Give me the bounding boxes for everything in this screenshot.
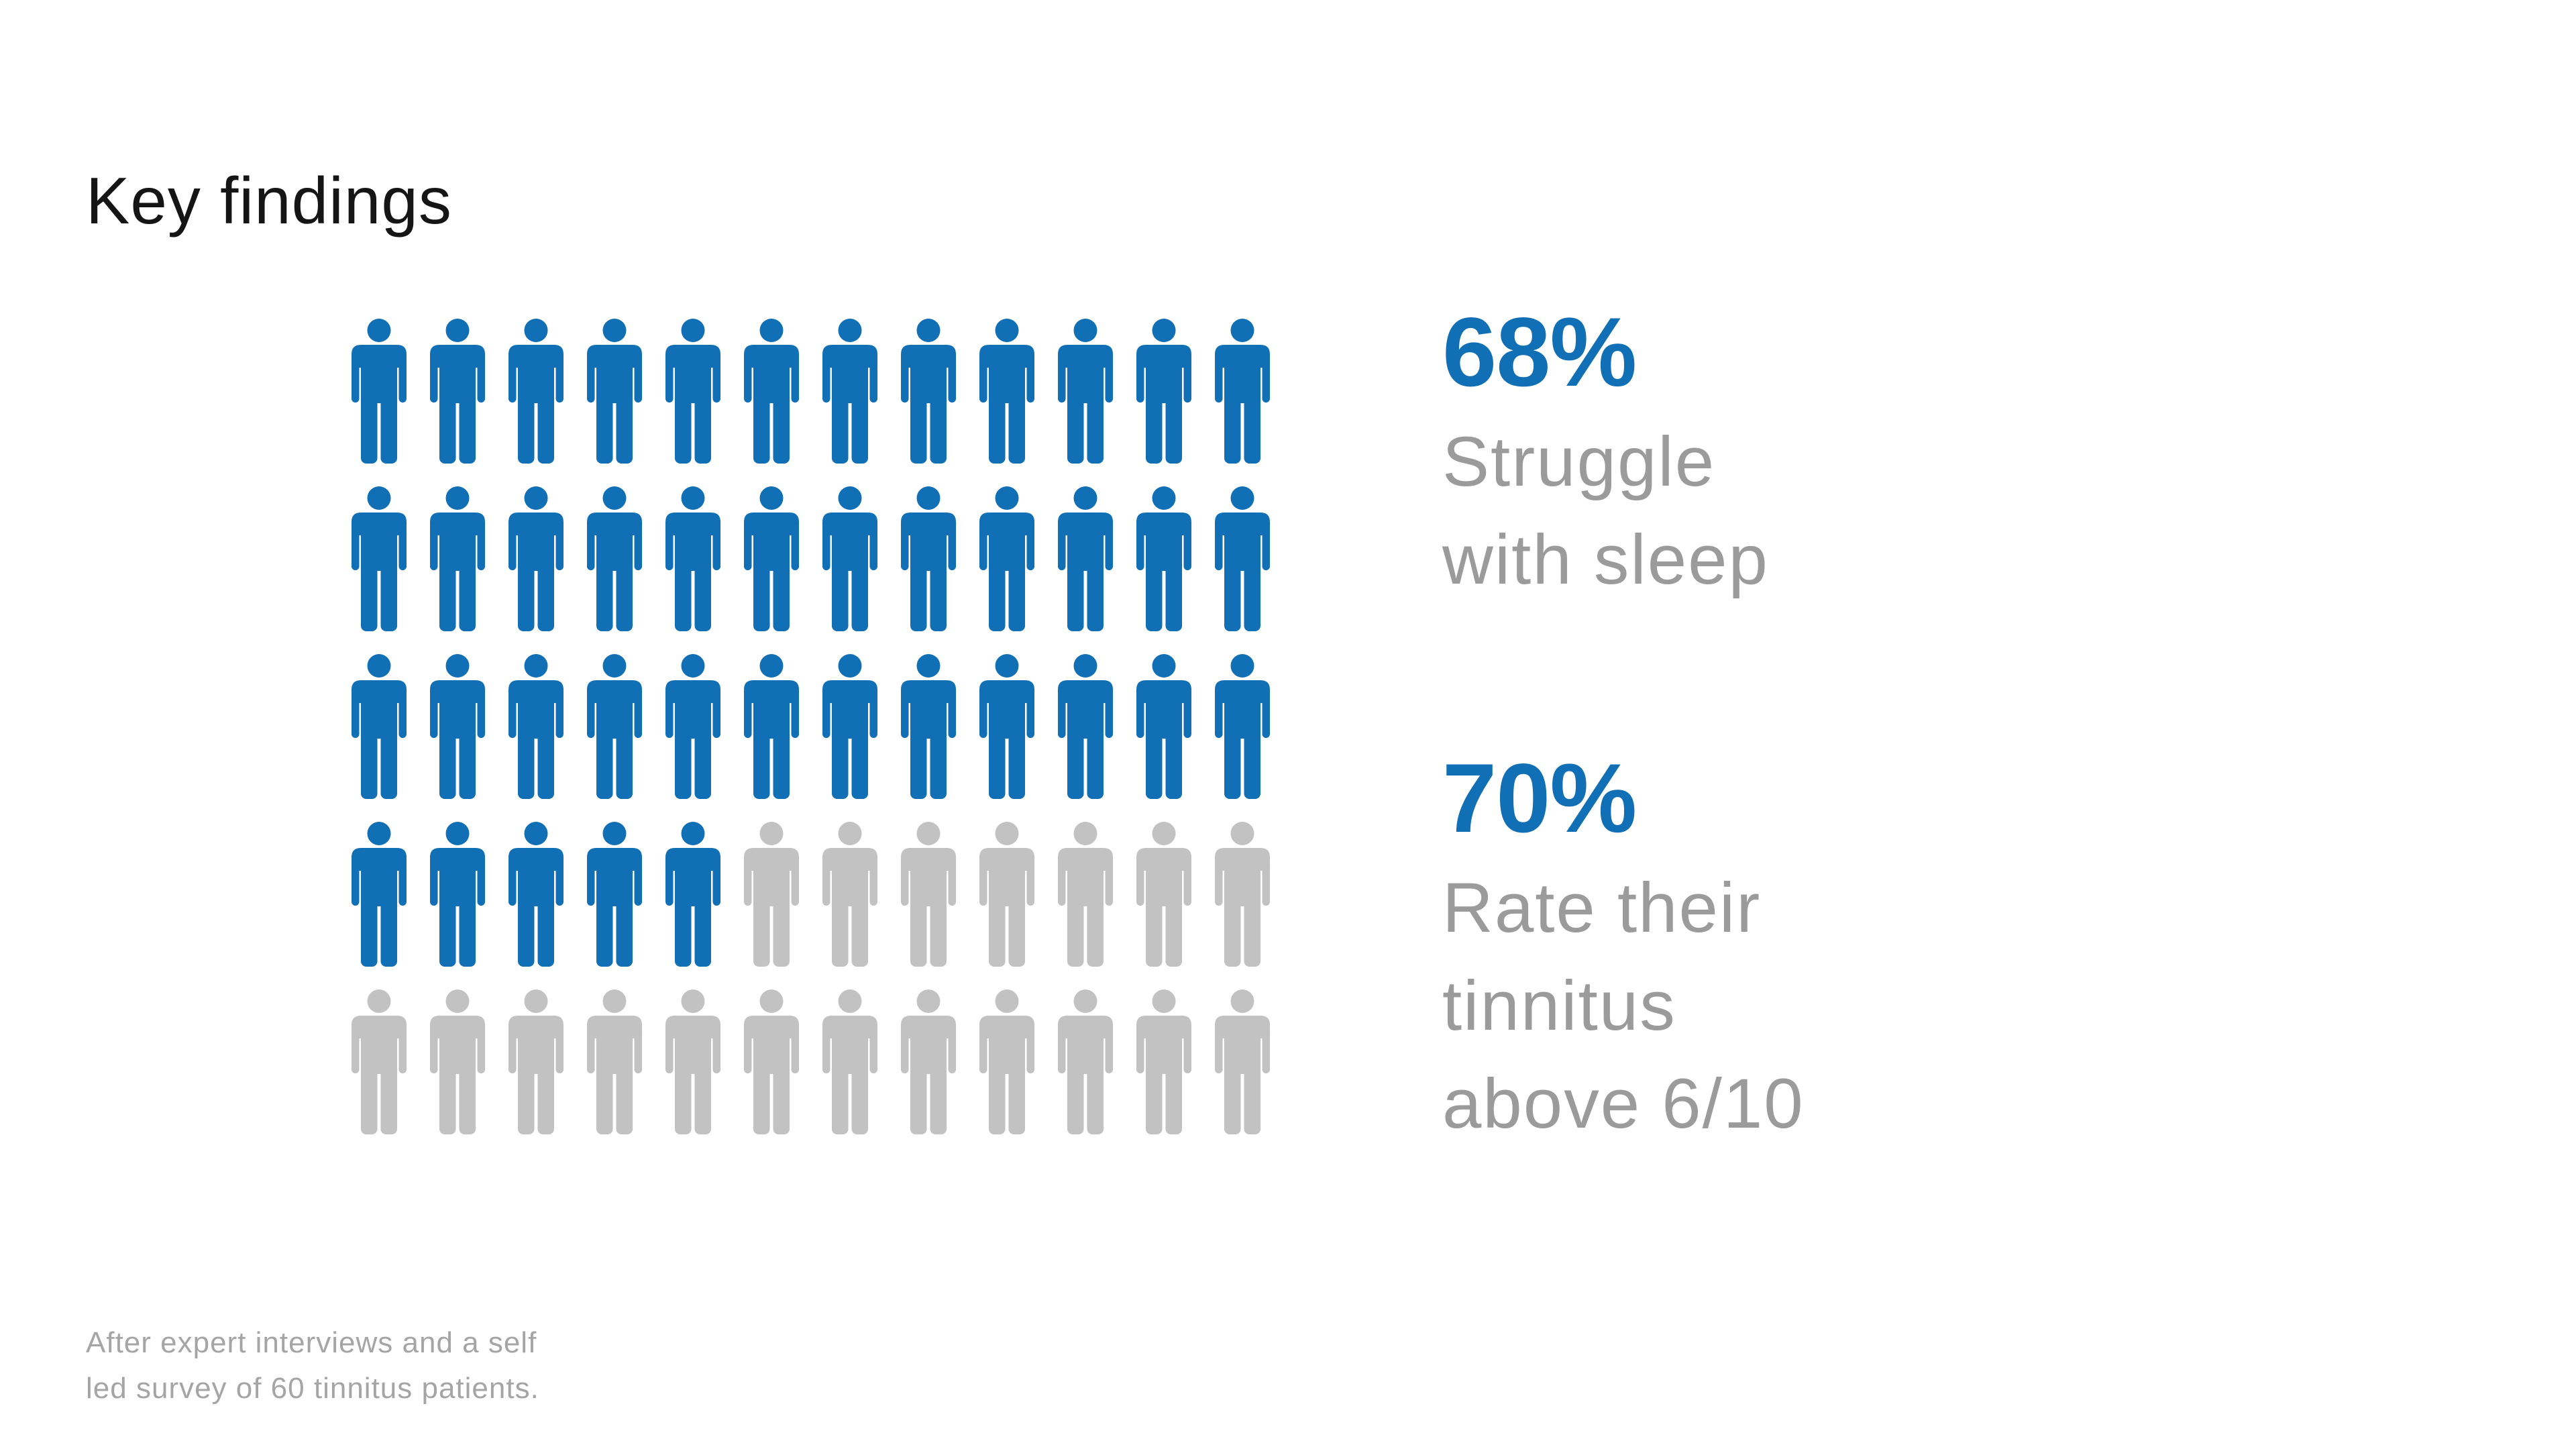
person-icon — [506, 822, 566, 967]
person-icon — [741, 822, 802, 967]
stat-label-line: with sleep — [1442, 521, 1769, 599]
person-icon — [1212, 486, 1273, 631]
stats-column: 68% Struggle with sleep 70% Rate their t… — [1442, 291, 2449, 1153]
person-icon — [1055, 989, 1116, 1134]
person-icon — [977, 319, 1037, 464]
person-icon — [1134, 319, 1194, 464]
person-icon — [1055, 822, 1116, 967]
person-icon — [663, 486, 723, 631]
person-icon — [820, 654, 880, 799]
person-icon — [349, 822, 409, 967]
person-icon — [898, 486, 959, 631]
person-icon — [1055, 319, 1116, 464]
pictogram-grid — [349, 319, 1273, 1134]
person-icon — [741, 989, 802, 1134]
person-icon — [1134, 486, 1194, 631]
stat-label-sleep: Struggle with sleep — [1442, 413, 2449, 609]
person-icon — [1212, 989, 1273, 1134]
person-icon — [663, 319, 723, 464]
person-icon — [349, 319, 409, 464]
person-icon — [1134, 989, 1194, 1134]
person-icon — [1055, 654, 1116, 799]
stat-label-line: above 6/10 — [1442, 1065, 1805, 1143]
source-footnote: After expert interviews and a self led s… — [86, 1320, 539, 1411]
person-icon — [584, 822, 645, 967]
person-icon — [506, 319, 566, 464]
person-icon — [898, 989, 959, 1134]
person-icon — [506, 654, 566, 799]
person-icon — [1055, 486, 1116, 631]
person-icon — [506, 486, 566, 631]
person-icon — [898, 319, 959, 464]
person-icon — [977, 486, 1037, 631]
footnote-line: led survey of 60 tinnitus patients. — [86, 1372, 539, 1405]
person-icon — [349, 989, 409, 1134]
person-icon — [741, 319, 802, 464]
person-icon — [427, 654, 488, 799]
person-icon — [977, 654, 1037, 799]
person-icon — [1212, 319, 1273, 464]
person-icon — [1134, 654, 1194, 799]
person-icon — [820, 989, 880, 1134]
stat-block-tinnitus-rating: 70% Rate their tinnitus above 6/10 — [1442, 737, 2449, 1153]
person-icon — [349, 486, 409, 631]
person-icon — [898, 654, 959, 799]
stat-block-sleep: 68% Struggle with sleep — [1442, 291, 2449, 609]
stat-value-tinnitus-rating: 70% — [1442, 743, 1637, 853]
page-title: Key findings — [86, 163, 452, 237]
footnote-line: After expert interviews and a self — [86, 1326, 537, 1359]
person-icon — [1212, 822, 1273, 967]
person-icon — [820, 822, 880, 967]
person-icon — [584, 989, 645, 1134]
person-icon — [349, 654, 409, 799]
person-icon — [663, 822, 723, 967]
person-icon — [741, 654, 802, 799]
person-icon — [663, 989, 723, 1134]
person-icon — [820, 486, 880, 631]
person-icon — [741, 486, 802, 631]
person-icon — [898, 822, 959, 967]
stat-label-line: tinnitus — [1442, 967, 1676, 1045]
person-icon — [663, 654, 723, 799]
person-icon — [584, 654, 645, 799]
person-icon — [427, 319, 488, 464]
stat-label-line: Rate their — [1442, 869, 1762, 947]
person-icon — [584, 319, 645, 464]
person-icon — [977, 822, 1037, 967]
person-icon — [427, 822, 488, 967]
person-icon — [977, 989, 1037, 1134]
stat-label-line: Struggle — [1442, 423, 1716, 501]
person-icon — [427, 989, 488, 1134]
person-icon — [427, 486, 488, 631]
person-icon — [1134, 822, 1194, 967]
person-icon — [584, 486, 645, 631]
person-icon — [1212, 654, 1273, 799]
stat-label-tinnitus-rating: Rate their tinnitus above 6/10 — [1442, 859, 2449, 1153]
person-icon — [506, 989, 566, 1134]
person-icon — [820, 319, 880, 464]
stat-value-sleep: 68% — [1442, 297, 1637, 407]
